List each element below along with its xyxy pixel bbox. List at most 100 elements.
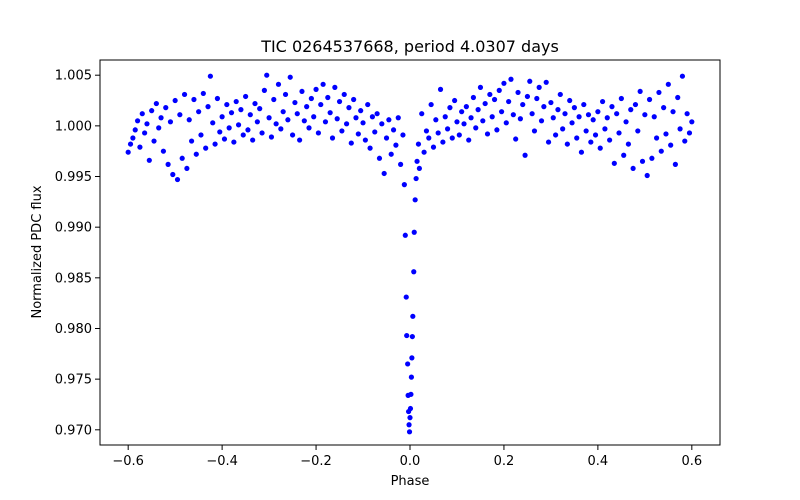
x-tick-label: 0.4 bbox=[588, 454, 609, 469]
data-point bbox=[405, 361, 411, 367]
data-point bbox=[658, 148, 664, 154]
data-point bbox=[491, 96, 498, 103]
data-point bbox=[406, 422, 412, 428]
data-point bbox=[334, 116, 340, 122]
data-point bbox=[348, 140, 354, 146]
data-point bbox=[142, 130, 148, 136]
data-point bbox=[668, 142, 674, 148]
data-point bbox=[163, 105, 169, 111]
data-point bbox=[414, 158, 420, 164]
data-point bbox=[393, 142, 399, 148]
data-point bbox=[571, 105, 577, 111]
x-tick-label: −0.6 bbox=[112, 454, 144, 469]
data-point bbox=[611, 160, 617, 166]
data-point bbox=[597, 145, 603, 151]
data-point bbox=[245, 127, 251, 133]
data-point bbox=[475, 107, 481, 113]
data-point bbox=[564, 141, 570, 147]
data-point bbox=[543, 79, 549, 85]
data-point bbox=[217, 129, 223, 135]
data-point bbox=[522, 152, 528, 158]
data-point bbox=[482, 100, 488, 107]
data-point bbox=[203, 145, 209, 151]
data-point bbox=[463, 104, 469, 110]
data-point bbox=[308, 95, 314, 102]
data-point bbox=[534, 95, 540, 102]
data-point bbox=[409, 333, 415, 340]
data-point bbox=[578, 149, 585, 155]
data-point bbox=[151, 138, 157, 144]
data-point bbox=[402, 232, 408, 238]
data-point bbox=[602, 126, 608, 132]
data-point bbox=[406, 429, 413, 435]
data-point bbox=[235, 122, 242, 128]
data-point bbox=[501, 80, 507, 86]
data-point bbox=[625, 141, 632, 147]
data-point bbox=[177, 112, 183, 118]
data-point bbox=[379, 121, 385, 127]
data-point bbox=[325, 94, 331, 101]
data-point bbox=[243, 93, 249, 100]
data-point bbox=[252, 100, 258, 107]
data-point bbox=[423, 128, 430, 134]
data-point bbox=[339, 128, 345, 134]
data-point bbox=[167, 119, 174, 125]
data-point bbox=[125, 149, 131, 155]
data-point bbox=[496, 87, 502, 93]
data-point bbox=[261, 87, 267, 93]
data-point bbox=[616, 130, 622, 136]
data-point bbox=[529, 111, 535, 117]
x-tick-label: 0.2 bbox=[494, 454, 515, 469]
data-point bbox=[473, 125, 479, 131]
data-point bbox=[181, 91, 188, 98]
data-point bbox=[137, 144, 143, 150]
data-point bbox=[240, 132, 246, 138]
data-point bbox=[259, 130, 265, 136]
data-point bbox=[374, 111, 380, 117]
data-point bbox=[576, 114, 582, 120]
x-axis-ticks: −0.6 −0.4 −0.2 0.0 0.2 0.4 0.6 bbox=[112, 445, 702, 469]
y-tick-label: 0.970 bbox=[55, 423, 92, 438]
data-point bbox=[675, 94, 681, 101]
data-point bbox=[412, 197, 418, 203]
data-point bbox=[484, 131, 491, 137]
data-point bbox=[639, 158, 646, 164]
data-point bbox=[172, 97, 178, 104]
data-point bbox=[614, 111, 620, 117]
data-point bbox=[607, 137, 613, 143]
data-point bbox=[548, 99, 554, 106]
data-point bbox=[362, 137, 368, 143]
data-point bbox=[672, 161, 678, 167]
data-point bbox=[407, 405, 414, 412]
data-point bbox=[649, 155, 655, 161]
data-point bbox=[341, 91, 347, 98]
data-point bbox=[132, 127, 138, 133]
data-point bbox=[419, 111, 425, 117]
data-point bbox=[294, 111, 300, 117]
data-point bbox=[413, 175, 419, 182]
data-point bbox=[442, 114, 448, 120]
data-point bbox=[390, 127, 397, 133]
data-point bbox=[403, 294, 409, 300]
data-point bbox=[531, 128, 538, 134]
data-point bbox=[184, 165, 190, 172]
data-point bbox=[134, 118, 141, 124]
data-point bbox=[520, 101, 526, 108]
data-point bbox=[428, 101, 434, 108]
data-points bbox=[125, 72, 695, 435]
data-point bbox=[538, 118, 545, 124]
data-point bbox=[536, 84, 542, 90]
data-point bbox=[689, 119, 695, 125]
data-point bbox=[318, 101, 324, 108]
data-point bbox=[287, 74, 293, 80]
data-point bbox=[332, 84, 338, 90]
data-point bbox=[346, 105, 352, 111]
data-point bbox=[679, 73, 686, 79]
data-point bbox=[400, 132, 406, 138]
data-point bbox=[280, 109, 286, 115]
data-point bbox=[686, 130, 693, 136]
data-point bbox=[254, 119, 260, 125]
data-point bbox=[271, 96, 277, 103]
data-point bbox=[353, 115, 359, 121]
data-point bbox=[407, 415, 413, 421]
